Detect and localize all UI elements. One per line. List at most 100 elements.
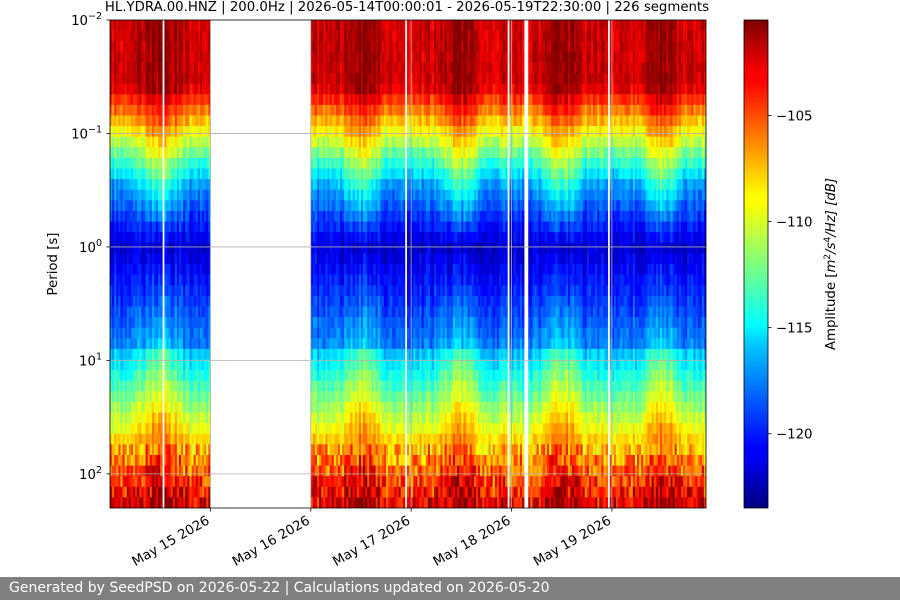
heatmap-cell: [379, 306, 383, 318]
heatmap-cell: [360, 189, 364, 201]
heatmap-cell: [344, 306, 347, 318]
heatmap-cell: [342, 497, 345, 508]
heatmap-cell: [174, 317, 178, 328]
heatmap-cell: [197, 264, 201, 275]
heatmap-cell: [143, 317, 146, 328]
heatmap-cell: [333, 73, 337, 84]
heatmap-cell: [310, 338, 314, 350]
heatmap-cell: [427, 348, 431, 360]
heatmap-cell: [427, 136, 431, 148]
heatmap-cell: [421, 157, 425, 169]
heatmap-cell: [415, 327, 418, 339]
heatmap-cell: [126, 412, 130, 424]
heatmap-cell: [208, 380, 211, 392]
heatmap-cell: [139, 253, 142, 265]
heatmap-cell: [319, 41, 322, 53]
heatmap-cell: [199, 348, 203, 360]
heatmap-cell: [199, 401, 203, 413]
heatmap-cell: [356, 476, 360, 488]
heatmap-cell: [333, 486, 337, 498]
heatmap-cell: [415, 454, 418, 466]
heatmap-cell: [342, 391, 345, 403]
heatmap-cell: [160, 30, 163, 42]
heatmap-cell: [172, 433, 176, 445]
heatmap-cell: [185, 380, 188, 392]
heatmap-cell: [425, 348, 429, 360]
heatmap-cell: [206, 232, 209, 244]
heatmap-cell: [206, 295, 209, 307]
heatmap-cell: [379, 348, 383, 360]
heatmap-cell: [204, 73, 207, 84]
heatmap-cell: [208, 242, 211, 254]
heatmap-cell: [354, 41, 358, 53]
heatmap-cell: [373, 412, 376, 424]
heatmap-cell: [174, 497, 178, 508]
heatmap-cell: [120, 41, 123, 53]
heatmap-cell: [160, 423, 163, 435]
heatmap-cell: [160, 327, 163, 339]
heatmap-cell: [172, 465, 176, 477]
heatmap-cell: [153, 497, 157, 508]
heatmap-cell: [133, 126, 136, 138]
heatmap-cell: [386, 210, 389, 222]
heatmap-cell: [421, 30, 425, 42]
heatmap-cell: [181, 189, 184, 201]
heatmap-cell: [189, 147, 192, 159]
heatmap-cell: [363, 348, 366, 360]
heatmap-cell: [367, 20, 370, 31]
heatmap-cell: [317, 380, 320, 392]
heatmap-cell: [321, 51, 324, 63]
heatmap-cell: [151, 444, 155, 456]
heatmap-cell: [402, 242, 406, 254]
heatmap-cell: [375, 274, 379, 286]
heatmap-cell: [352, 454, 356, 466]
heatmap-cell: [402, 94, 406, 106]
heatmap-cell: [158, 295, 161, 307]
heatmap-cell: [333, 465, 337, 477]
heatmap-cell: [394, 264, 397, 275]
heatmap-cell: [346, 83, 349, 95]
heatmap-cell: [438, 401, 441, 413]
heatmap-cell: [181, 94, 184, 106]
heatmap-cell: [331, 30, 335, 42]
heatmap-cell: [419, 104, 422, 116]
heatmap-cell: [354, 73, 358, 84]
heatmap-cell: [116, 51, 119, 63]
heatmap-cell: [427, 73, 431, 84]
heatmap-cell: [381, 189, 385, 201]
heatmap-cell: [151, 41, 155, 53]
heatmap-cell: [319, 401, 322, 413]
heatmap-cell: [335, 327, 339, 339]
heatmap-cell: [335, 306, 339, 318]
heatmap-cell: [310, 232, 314, 244]
heatmap-cell: [199, 380, 203, 392]
heatmap-cell: [114, 274, 117, 286]
heatmap-cell: [375, 391, 379, 403]
heatmap-cell: [179, 285, 182, 297]
heatmap-cell: [319, 444, 322, 456]
heatmap-cell: [317, 497, 320, 508]
heatmap-cell: [112, 136, 115, 148]
heatmap-cell: [429, 168, 433, 180]
heatmap-cell: [206, 317, 209, 328]
heatmap-cell: [411, 242, 414, 254]
heatmap-cell: [331, 221, 335, 233]
heatmap-cell: [365, 454, 368, 466]
heatmap-cell: [168, 30, 171, 42]
heatmap-cell: [379, 465, 383, 477]
heatmap-cell: [386, 189, 389, 201]
heatmap-cell: [118, 210, 121, 222]
heatmap-cell: [402, 295, 406, 307]
heatmap-cell: [331, 264, 335, 275]
heatmap-cell: [348, 348, 351, 360]
heatmap-cell: [392, 476, 395, 488]
heatmap-cell: [335, 30, 339, 42]
heatmap-cell: [337, 189, 341, 201]
heatmap-cell: [179, 62, 182, 74]
heatmap-cell: [118, 232, 121, 244]
heatmap-cell: [427, 476, 431, 488]
heatmap-cell: [176, 401, 180, 413]
heatmap-cell: [329, 497, 333, 508]
heatmap-cell: [365, 200, 368, 212]
heatmap-cell: [402, 210, 406, 222]
